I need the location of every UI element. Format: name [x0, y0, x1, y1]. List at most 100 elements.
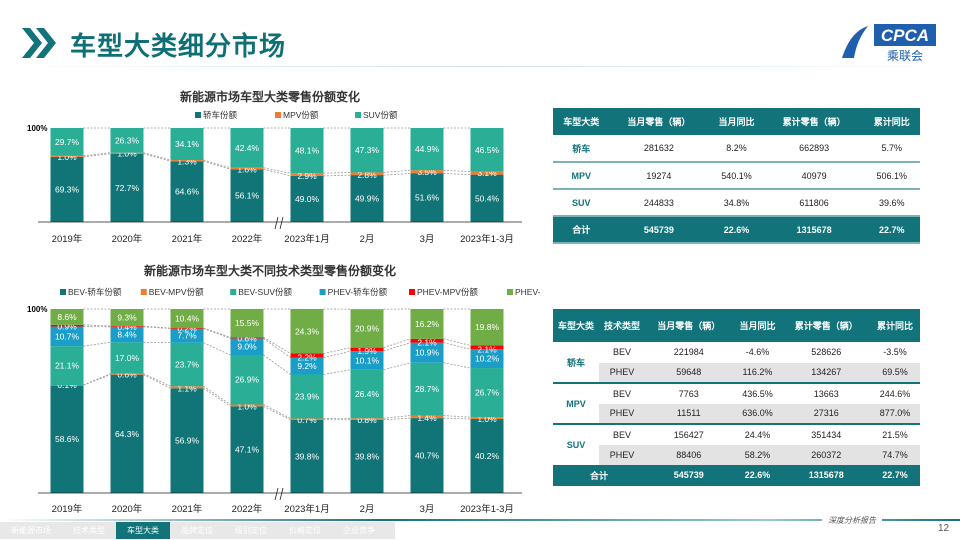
data-label: 21.1% [55, 361, 80, 371]
connector-line [383, 362, 411, 371]
bar-segment [470, 345, 504, 350]
chevron-icon [22, 28, 56, 58]
total-row: 合计 545739 22.6% 1315678 22.7% [553, 465, 920, 486]
legend-swatch [319, 289, 326, 295]
table-row: PHEV 59648 116.2% 134267 69.5% [553, 362, 920, 383]
data-label: 1.6% [237, 164, 257, 174]
connector-line [263, 338, 291, 358]
section-tab[interactable]: 技术类型 [73, 526, 105, 535]
section-tab[interactable]: 新能源市场 [11, 526, 51, 535]
section-tab[interactable]: 品牌定位 [181, 526, 213, 535]
cell: 351434 [811, 429, 842, 440]
connector-line [203, 328, 231, 339]
data-label: 15.5% [235, 318, 260, 328]
bar-segment [50, 384, 84, 386]
bar-segment [50, 155, 84, 157]
cell: 19274 [646, 170, 672, 181]
bar-segment [230, 309, 264, 338]
x-tick-label: 2023年1月 [284, 233, 329, 245]
connector-line [203, 342, 231, 356]
connector-line [83, 341, 111, 347]
data-label: 42.4% [235, 143, 260, 153]
cell: 22.7% [869, 465, 920, 486]
data-label: 51.6% [415, 193, 440, 203]
bar-segment [230, 406, 264, 493]
bar-segment [350, 128, 384, 173]
bar-segment [50, 324, 84, 327]
cell: 合计 [553, 465, 645, 486]
connector-line [263, 167, 291, 174]
connector-line [383, 417, 411, 421]
cell: 27316 [782, 403, 870, 424]
data-label: 58.6% [55, 434, 80, 444]
cell: 545739 [609, 216, 709, 243]
table-row: 轿车 281632 8.2% 662893 5.7% [553, 135, 920, 162]
data-label: 2.1% [477, 344, 497, 354]
x-tick-label: 2019年 [52, 503, 83, 515]
data-label: 56.1% [235, 191, 260, 201]
data-label: 10.4% [175, 314, 200, 324]
connector-line [383, 338, 411, 349]
data-label: 26.9% [235, 375, 260, 385]
bar-segment [230, 169, 264, 222]
bar-segment [50, 346, 84, 385]
cell: 21.5% [882, 429, 908, 440]
data-label: 0.9% [57, 321, 77, 331]
cell: 22.6% [732, 465, 783, 486]
data-label: 1.0% [117, 149, 137, 159]
legend-swatch [140, 289, 147, 295]
bar-segment [350, 175, 384, 222]
connector-line [323, 172, 351, 174]
section-tab[interactable]: 级别定位 [235, 526, 267, 535]
cell: 244.6% [879, 388, 911, 399]
section-tab[interactable]: 企业竞争 [343, 526, 375, 535]
col-header: 累计同比 [869, 309, 920, 342]
data-label: 72.7% [115, 183, 140, 193]
section-tab[interactable]: 车型大类 [116, 522, 170, 539]
cpca-logo: CPCA 乘联会 [842, 24, 936, 63]
legend-label: SUV份额 [363, 110, 398, 120]
col-header: 车型大类 [553, 309, 599, 342]
data-label: 10.2% [475, 354, 500, 364]
cell: 69.5% [869, 362, 920, 383]
connector-line [263, 405, 291, 421]
connector-line [263, 168, 291, 177]
cell: PHEV [599, 403, 645, 424]
legend-swatch [355, 112, 361, 118]
cell: 59648 [645, 362, 733, 383]
legend-label: BEV-SUV份额 [238, 287, 292, 297]
bar-segment [290, 374, 324, 419]
cell: 611806 [799, 197, 829, 208]
axis-break-icon [274, 487, 284, 501]
cell: 134267 [782, 362, 870, 383]
bar-segment [230, 404, 264, 407]
cell: 40979 [801, 170, 827, 181]
cell: 34.8% [723, 197, 750, 208]
section-tab[interactable]: 价格定位 [289, 526, 321, 535]
col-header: 当月同比 [708, 108, 765, 135]
data-label: 23.9% [295, 391, 320, 401]
connector-line [443, 417, 471, 420]
data-label: 16.2% [415, 319, 440, 329]
bar-segment [290, 309, 324, 354]
col-header: 当月同比 [732, 309, 783, 342]
table-row: PHEV 88406 58.2% 260372 74.7% [553, 444, 920, 465]
cell: 11511 [645, 403, 733, 424]
connector-line [263, 336, 291, 354]
bar-segment [350, 347, 384, 352]
data-label: 28.7% [415, 384, 440, 394]
bar-segment [470, 309, 504, 346]
cell: BEV [612, 347, 631, 358]
connector-line [143, 374, 171, 389]
connector-line [203, 159, 231, 169]
col-header: 当月零售（辆） [645, 309, 733, 342]
legend-label: MPV份额 [283, 110, 319, 120]
col-header: 累计零售（辆） [764, 108, 864, 135]
table-row: 轿车 BEV 221984 -4.6% 528626 -3.5% [553, 342, 920, 367]
svg-text:乘联会: 乘联会 [887, 49, 923, 63]
cell: 221984 [673, 347, 704, 358]
charts-canvas: 轿车份额 MPV份额 SUV份额 100% 69.3% 1.0% 29.7% 2019年 72.… [27, 110, 540, 515]
table-row: SUV BEV 156427 24.4% 351434 21.5% [553, 424, 920, 450]
cell: 5.7% [881, 143, 902, 153]
data-label: 10.1% [355, 355, 380, 365]
